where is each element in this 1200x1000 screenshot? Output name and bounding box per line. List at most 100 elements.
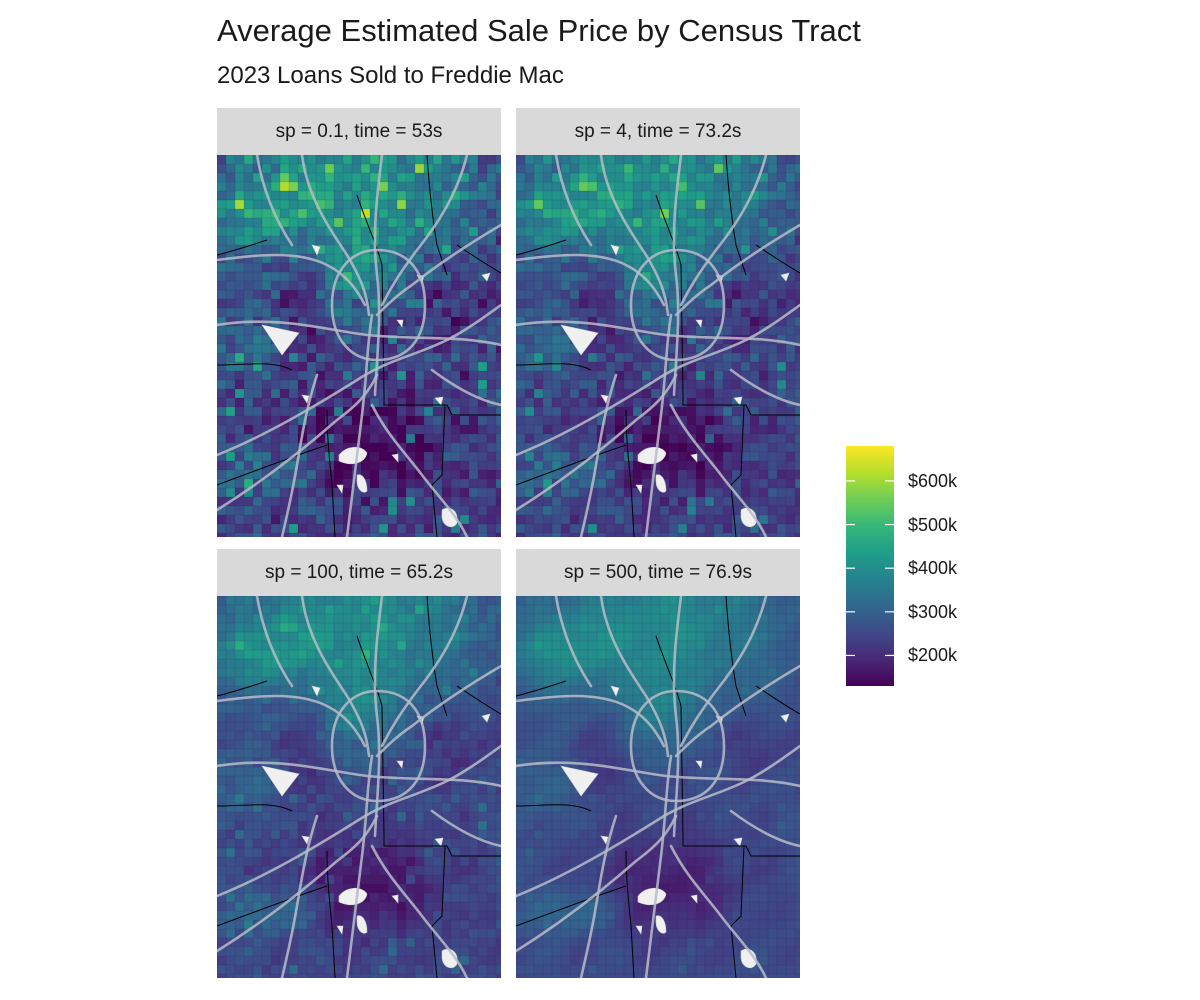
facet-panel-3: sp = 100, time = 65.2s bbox=[217, 549, 501, 978]
tract-cell bbox=[641, 298, 652, 309]
tract-cell bbox=[578, 155, 589, 165]
tract-cell bbox=[243, 667, 254, 678]
tract-cell bbox=[516, 190, 526, 201]
tract-cell bbox=[234, 289, 245, 300]
tract-cell bbox=[342, 190, 353, 201]
tract-cell bbox=[578, 649, 589, 660]
tract-cell bbox=[767, 532, 778, 537]
tract-cell bbox=[686, 415, 697, 426]
highway-line bbox=[255, 155, 294, 247]
tract-cell bbox=[695, 667, 706, 678]
tract-cell bbox=[524, 514, 535, 525]
tract-cell bbox=[749, 235, 760, 246]
tract-cell bbox=[243, 199, 254, 210]
tract-cell bbox=[396, 874, 407, 885]
tract-cell bbox=[252, 784, 263, 795]
tract-cell bbox=[468, 883, 479, 894]
tract-cell bbox=[785, 361, 796, 372]
tract-cell bbox=[423, 514, 434, 525]
tract-cell bbox=[378, 181, 389, 192]
tract-cell bbox=[749, 667, 760, 678]
tract-cell bbox=[650, 658, 661, 669]
tract-cell bbox=[225, 505, 236, 516]
tract-cell bbox=[369, 596, 380, 606]
tract-cell bbox=[722, 631, 733, 642]
tract-cell bbox=[749, 640, 760, 651]
tract-cell bbox=[432, 847, 443, 858]
tract-cell bbox=[533, 703, 544, 714]
tract-cell bbox=[596, 280, 607, 291]
tract-cell bbox=[225, 919, 236, 930]
tract-cell bbox=[477, 424, 488, 435]
tract-cell bbox=[396, 676, 407, 687]
tract-cell bbox=[414, 208, 425, 219]
tract-cell bbox=[668, 596, 679, 606]
tract-cell bbox=[468, 955, 479, 966]
tract-cell bbox=[459, 748, 470, 759]
tract-cell bbox=[749, 604, 760, 615]
tract-cell bbox=[441, 460, 452, 471]
tract-cell bbox=[315, 856, 326, 867]
tract-cell bbox=[423, 370, 434, 381]
tract-cell bbox=[270, 820, 281, 831]
tract-cell bbox=[270, 262, 281, 273]
tract-cell bbox=[396, 901, 407, 912]
tract-cell bbox=[569, 172, 580, 183]
tract-cell bbox=[686, 532, 697, 537]
no-data-area bbox=[481, 272, 491, 282]
tract-cell bbox=[695, 505, 706, 516]
tract-cell bbox=[623, 523, 634, 534]
tract-cell bbox=[713, 253, 724, 264]
county-border bbox=[431, 404, 446, 537]
tract-cell bbox=[794, 694, 800, 705]
tract-cell bbox=[524, 775, 535, 786]
tract-cell bbox=[677, 217, 688, 228]
tract-cell bbox=[297, 973, 308, 978]
tract-cell bbox=[378, 496, 389, 507]
tract-cell bbox=[225, 478, 236, 489]
tract-cell bbox=[605, 424, 616, 435]
tract-cell bbox=[423, 811, 434, 822]
tract-cell bbox=[342, 289, 353, 300]
county-border bbox=[625, 409, 635, 537]
tract-cell bbox=[459, 919, 470, 930]
tract-cell bbox=[261, 784, 272, 795]
tract-cell bbox=[486, 820, 497, 831]
tract-cell bbox=[495, 766, 501, 777]
tract-cell bbox=[524, 298, 535, 309]
tract-cell bbox=[360, 640, 371, 651]
tract-cell bbox=[279, 622, 290, 633]
tract-cell bbox=[252, 856, 263, 867]
tract-cell bbox=[495, 937, 501, 948]
tract-cell bbox=[396, 955, 407, 966]
tract-cell bbox=[450, 784, 461, 795]
tract-cell bbox=[587, 352, 598, 363]
tract-cell bbox=[414, 928, 425, 939]
tract-cell bbox=[767, 361, 778, 372]
tract-cell bbox=[459, 190, 470, 201]
tract-cell bbox=[261, 397, 272, 408]
tract-cell bbox=[605, 262, 616, 273]
tract-cell bbox=[587, 155, 598, 165]
tract-cell bbox=[749, 676, 760, 687]
tract-cell bbox=[596, 298, 607, 309]
tract-cell bbox=[495, 433, 501, 444]
tract-cell bbox=[324, 379, 335, 390]
tract-cell bbox=[578, 424, 589, 435]
tract-cell bbox=[252, 451, 263, 462]
tract-cell bbox=[342, 910, 353, 921]
tract-cell bbox=[396, 811, 407, 822]
tract-cell bbox=[477, 883, 488, 894]
tract-cell bbox=[378, 514, 389, 525]
tract-cell bbox=[605, 208, 616, 219]
tract-cell bbox=[459, 262, 470, 273]
tract-cell bbox=[569, 739, 580, 750]
tract-cell bbox=[324, 406, 335, 417]
tract-cell bbox=[351, 235, 362, 246]
tract-cell bbox=[441, 289, 452, 300]
tract-cell bbox=[632, 298, 643, 309]
tract-cell bbox=[569, 712, 580, 723]
tract-cell bbox=[533, 793, 544, 804]
tract-cell bbox=[270, 676, 281, 687]
tract-cell bbox=[342, 793, 353, 804]
